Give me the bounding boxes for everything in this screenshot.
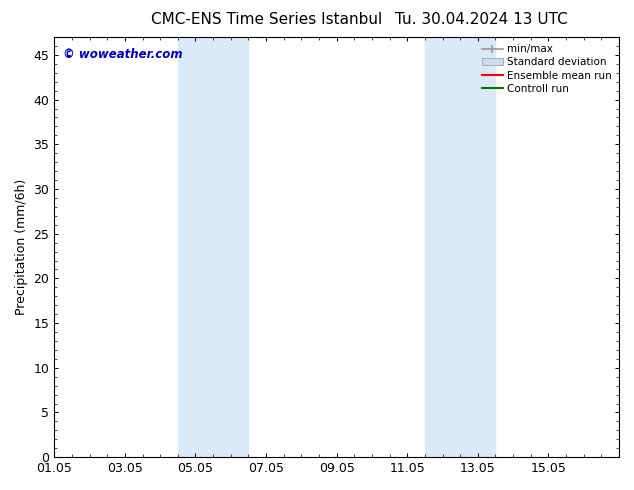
Legend: min/max, Standard deviation, Ensemble mean run, Controll run: min/max, Standard deviation, Ensemble me… bbox=[480, 42, 614, 96]
Y-axis label: Precipitation (mm/6h): Precipitation (mm/6h) bbox=[15, 179, 28, 315]
Text: Tu. 30.04.2024 13 UTC: Tu. 30.04.2024 13 UTC bbox=[396, 12, 568, 27]
Bar bbox=[425, 37, 495, 457]
Text: CMC-ENS Time Series Istanbul: CMC-ENS Time Series Istanbul bbox=[151, 12, 382, 27]
Text: © woweather.com: © woweather.com bbox=[63, 48, 183, 61]
Bar bbox=[178, 37, 249, 457]
